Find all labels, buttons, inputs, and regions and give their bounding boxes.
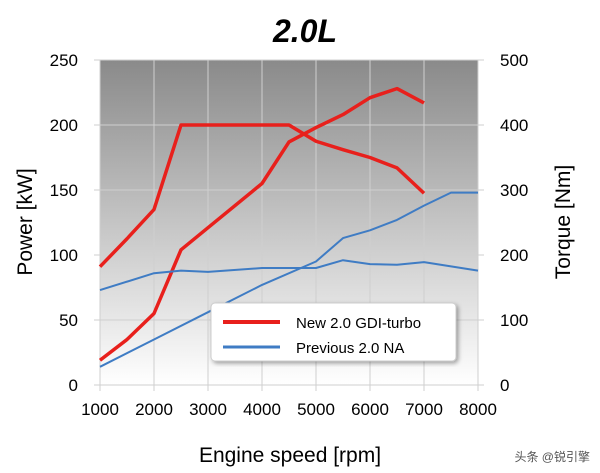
x-tick-label: 6000 [351,400,389,419]
y2-tick-label: 500 [500,51,528,70]
series-line-na-torque [99,259,479,292]
chart-title: 2.0L [272,13,337,49]
y2-tick-label: 300 [500,181,528,200]
series-line-turbo-torque [98,123,426,268]
legend: New 2.0 GDI-turbo Previous 2.0 NA [210,302,457,362]
legend-item-na: Previous 2.0 NA [296,340,404,357]
y-tick-label: 50 [59,311,78,330]
y2-tick-label: 400 [500,116,528,135]
y2-tick-label: 0 [500,376,509,395]
x-tick-label: 4000 [243,400,281,419]
x-tick-label: 7000 [405,400,443,419]
y-tick-label: 200 [50,116,78,135]
x-tick-label: 1000 [81,400,119,419]
y-axis-label: Power [kW] [14,168,37,275]
y-tick-label: 100 [50,246,78,265]
x-tick-label: 2000 [135,400,173,419]
x-axis-label: Engine speed [rpm] [199,444,381,467]
x-tick-label: 8000 [459,400,497,419]
legend-item-turbo: New 2.0 GDI-turbo [296,315,421,332]
series-line-turbo-power [98,86,425,362]
y-tick-label: 250 [50,51,78,70]
series-line-na-power [99,191,478,368]
y-tick-label: 150 [50,181,78,200]
y2-axis-label: Torque [Nm] [552,165,575,279]
y-tick-label: 0 [69,376,78,395]
y2-tick-label: 100 [500,311,528,330]
watermark: 头条 @锐引擎 [514,450,590,464]
x-tick-label: 3000 [189,400,227,419]
x-tick-label: 5000 [297,400,335,419]
y2-tick-label: 200 [500,246,528,265]
